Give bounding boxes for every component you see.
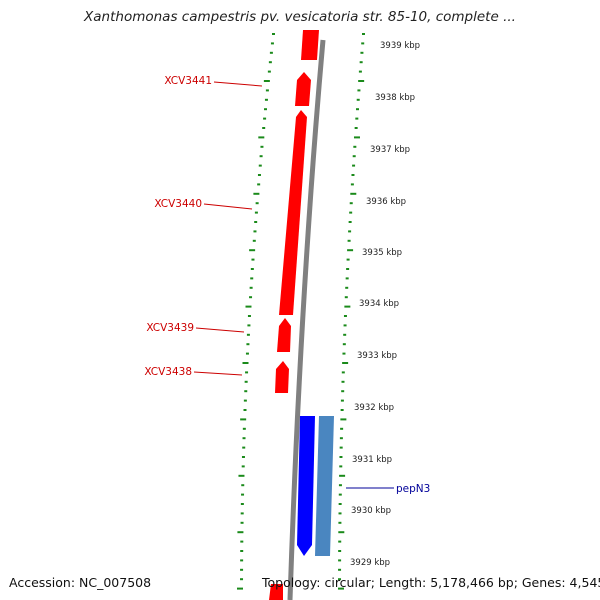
scale-label: 3934 kbp [359, 299, 399, 309]
scale-label: 3939 kbp [380, 41, 420, 51]
gene-feature-steel[interactable] [315, 416, 334, 556]
gene-label-pepn3[interactable]: pepN3 [396, 483, 430, 495]
gene-label-xcv3439[interactable]: XCV3439 [146, 322, 194, 334]
gene-feature-bottom[interactable] [269, 584, 283, 600]
gene-feature-top[interactable] [301, 30, 319, 60]
gene-feature-xcv3439[interactable] [277, 318, 291, 352]
scale-label: 3938 kbp [375, 93, 415, 103]
gene-label-xcv3441[interactable]: XCV3441 [164, 75, 212, 87]
genome-backbone [287, 39, 326, 600]
scale-label: 3929 kbp [350, 558, 390, 568]
outer-tick-ruler [338, 33, 365, 590]
scale-label: 3936 kbp [366, 197, 406, 207]
gene-feature-xcv3441[interactable] [295, 72, 311, 106]
map-title: Xanthomonas campestris pv. vesicatoria s… [84, 9, 516, 25]
accession-text: Accession: NC_007508 [9, 575, 152, 590]
scale-label: 3935 kbp [362, 248, 402, 258]
scale-label: 3933 kbp [357, 351, 397, 361]
gene-feature-xcv3440[interactable] [279, 110, 307, 315]
scale-label: 3932 kbp [354, 403, 394, 413]
forward-strand-features [269, 30, 319, 600]
genome-summary-text: Topology: circular; Length: 5,178,466 bp… [262, 575, 600, 590]
label-leader-lines [193, 81, 394, 489]
scale-label: 3937 kbp [370, 145, 410, 155]
gene-label-xcv3438[interactable]: XCV3438 [144, 366, 192, 378]
gene-label-xcv3440[interactable]: XCV3440 [154, 198, 202, 210]
scale-label: 3930 kbp [351, 506, 391, 516]
scale-label: 3931 kbp [352, 455, 392, 465]
reverse-strand-features [297, 416, 334, 556]
gene-feature-pepn3[interactable] [297, 416, 315, 556]
inner-tick-ruler [237, 33, 275, 590]
gene-feature-xcv3438[interactable] [275, 361, 289, 393]
